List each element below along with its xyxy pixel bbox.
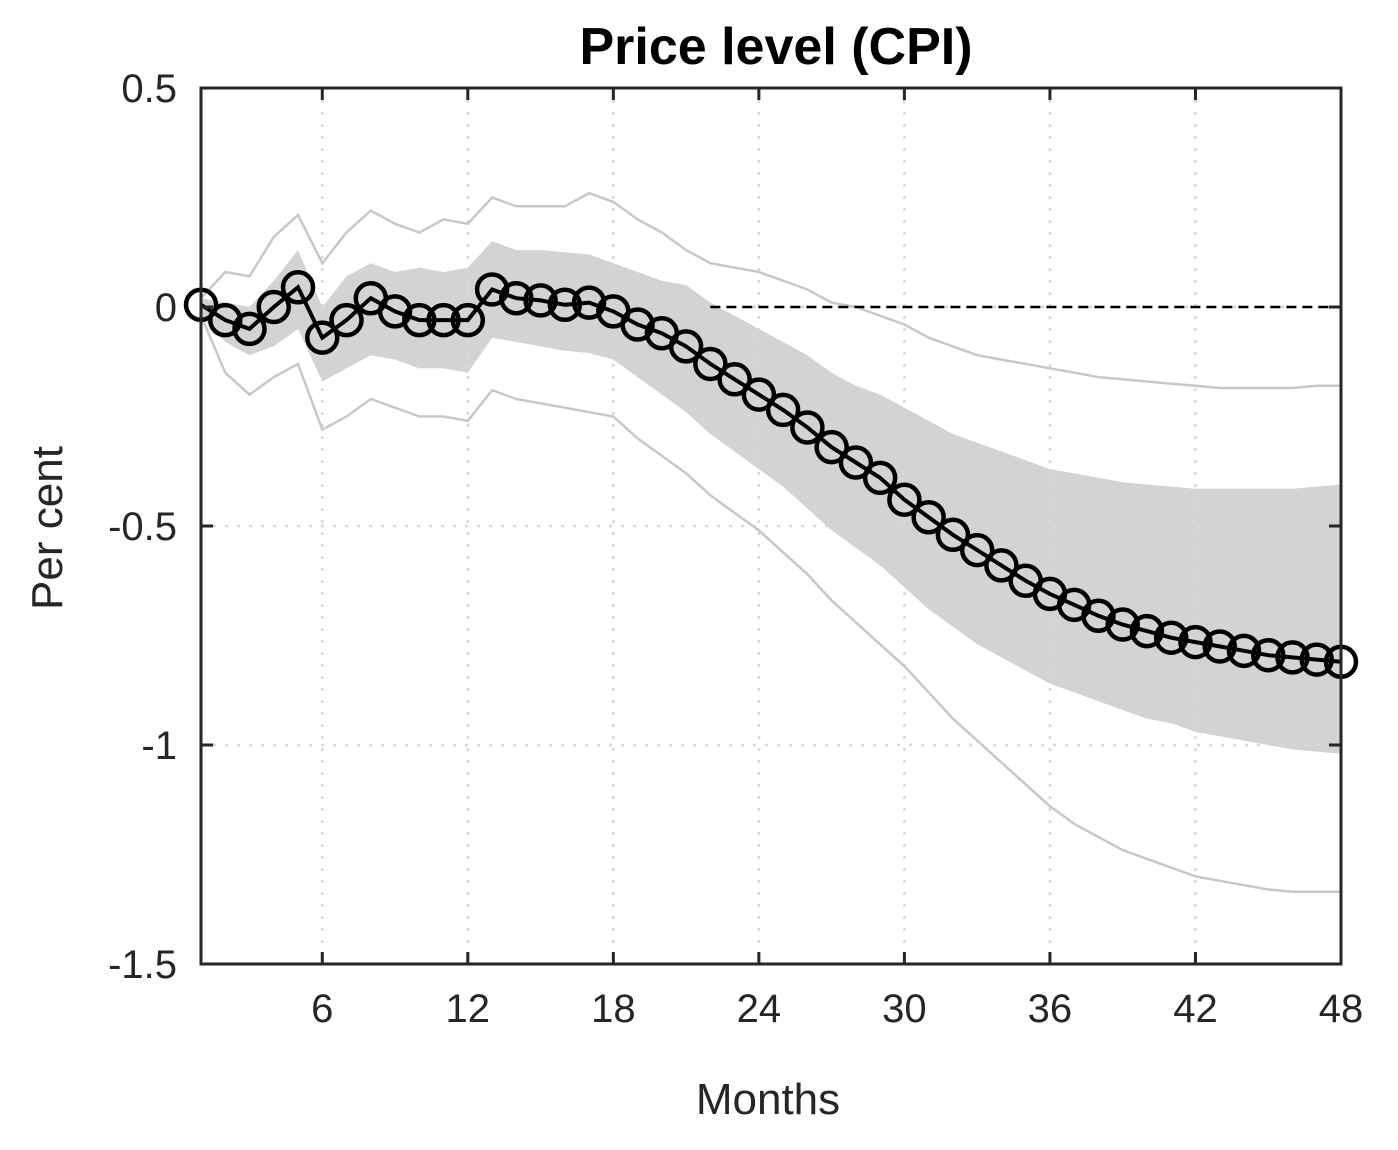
x-axis-label: Months: [696, 1075, 840, 1124]
data-point: [814, 429, 849, 465]
plot-area: 6 12 18 24 30 36 42 48 0.5 0 -0.5 -1 -1.5: [108, 67, 1363, 1031]
data-point: [887, 482, 922, 517]
data-point: [1250, 637, 1286, 673]
data-point: [1105, 607, 1140, 642]
data-point: [571, 285, 607, 320]
data-point: [402, 302, 437, 338]
data-point: [838, 445, 874, 480]
y-tick-label: -0.5: [108, 505, 177, 549]
data-point: [280, 270, 316, 305]
data-point: [984, 548, 1019, 583]
x-tick-label: 48: [1319, 987, 1364, 1031]
data-point: [474, 272, 510, 307]
y-tick-label: 0: [155, 286, 177, 330]
data-point: [450, 302, 486, 338]
data-point: [305, 320, 340, 355]
x-tick-label: 18: [591, 987, 636, 1031]
data-point: [547, 287, 583, 323]
data-point: [693, 346, 728, 382]
y-tick-label: -1: [141, 724, 177, 768]
outer-band-upper-line: [200, 191, 1341, 390]
data-point: [911, 499, 946, 535]
data-point: [523, 283, 558, 318]
x-tick-label: 12: [446, 987, 491, 1031]
data-point: [377, 294, 413, 329]
x-tick-label: 30: [882, 987, 927, 1031]
data-point: [256, 289, 292, 325]
data-point: [620, 307, 655, 342]
y-axis-label: Per cent: [23, 446, 72, 610]
y-tick-label: -1.5: [108, 943, 177, 987]
chart-title: Price level (CPI): [579, 18, 972, 76]
data-point: [1202, 629, 1237, 664]
x-tick-label: 36: [1028, 987, 1073, 1031]
x-tick-label: 24: [737, 987, 782, 1031]
data-point: [765, 392, 801, 428]
data-point: [862, 460, 898, 496]
data-point: [935, 517, 971, 553]
data-point: [1178, 624, 1213, 660]
outer-band-lower-line: [199, 315, 1341, 893]
x-tick-label: 42: [1173, 987, 1218, 1031]
y-tick-label: 0.5: [121, 67, 177, 111]
data-point: [1275, 640, 1310, 675]
data-point: [1153, 620, 1189, 655]
data-point: [1081, 598, 1116, 634]
data-point: [329, 302, 364, 338]
data-point: [426, 302, 461, 338]
data-point: [1299, 642, 1334, 677]
inner-band: [201, 241, 1341, 754]
data-point: [741, 377, 777, 412]
data-point: [668, 329, 704, 364]
data-point: [1226, 633, 1262, 669]
x-tick-label: 6: [311, 987, 333, 1031]
data-point: [717, 362, 752, 397]
data-point: [959, 532, 995, 568]
data-point: [208, 302, 243, 338]
data-point: [499, 280, 534, 316]
data-point: [232, 311, 267, 347]
data-point: [1129, 613, 1165, 649]
data-point: [790, 410, 825, 445]
